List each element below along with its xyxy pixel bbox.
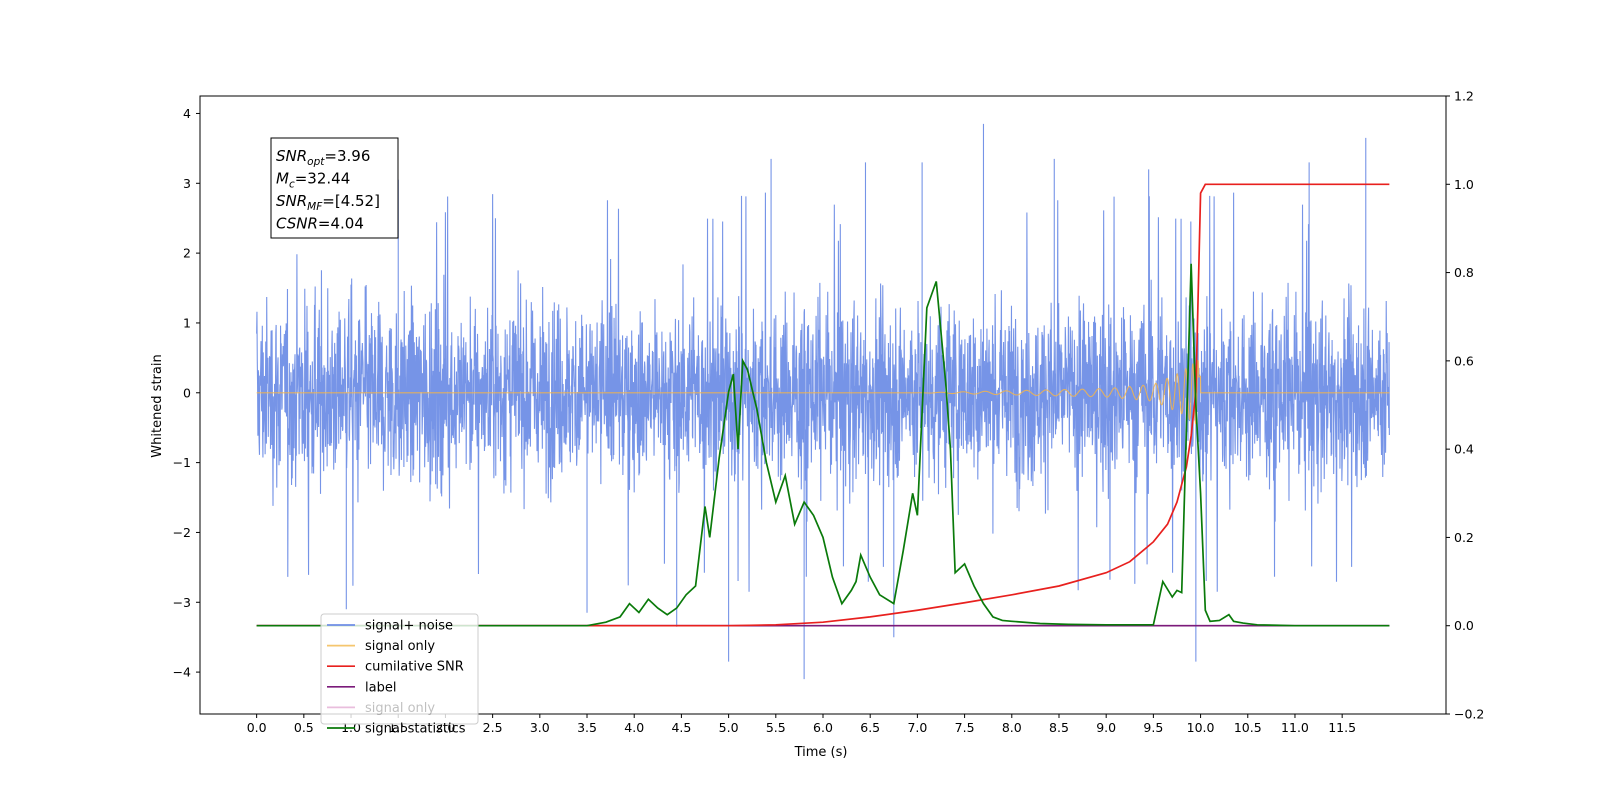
x-axis-label: Time (s) bbox=[794, 745, 848, 760]
legend-label: cumilative SNR bbox=[365, 660, 464, 675]
y2-tick-label: −0.2 bbox=[1454, 707, 1484, 722]
legend-label: signal+ noise bbox=[365, 619, 453, 634]
y-axis-ticks: −4 −3 −2 −1 0 1 2 3 4 bbox=[173, 106, 200, 680]
plot-series-layer bbox=[256, 123, 1390, 680]
annotation-line: Mc=32.44 bbox=[276, 170, 350, 191]
y-tick-label: −3 bbox=[173, 595, 191, 610]
x-tick-label: 6.0 bbox=[813, 720, 833, 735]
legend: signal+ noise signal only cumilative SNR la… bbox=[320, 613, 479, 737]
x-tick-label: 0.0 bbox=[247, 720, 267, 735]
x-tick-label: 9.0 bbox=[1096, 720, 1116, 735]
x-tick-label: 8.0 bbox=[1002, 720, 1022, 735]
y-tick-label: 1 bbox=[183, 315, 191, 330]
y2-tick-label: 0.8 bbox=[1454, 265, 1474, 280]
series-signal-only-line bbox=[256, 359, 1390, 425]
x-tick-label: 3.5 bbox=[577, 720, 597, 735]
series-signal-statistics-line bbox=[256, 263, 1390, 627]
y-tick-label: 3 bbox=[183, 176, 191, 191]
y2-axis-ticks: −0.2 0.0 0.2 0.4 0.6 0.8 1.0 1.2 bbox=[1446, 89, 1484, 722]
x-tick-label: 2.5 bbox=[483, 720, 503, 735]
x-tick-label: 7.5 bbox=[955, 720, 975, 735]
y2-tick-label: 1.2 bbox=[1454, 89, 1474, 104]
x-tick-label: 6.5 bbox=[860, 720, 880, 735]
x-tick-label: 3.0 bbox=[530, 720, 550, 735]
x-tick-label: 5.5 bbox=[766, 720, 786, 735]
y-tick-label: 0 bbox=[183, 385, 191, 400]
legend-label: label bbox=[365, 680, 396, 695]
annotation-frame bbox=[270, 137, 399, 239]
annotation-line: SNRMF=[4.52] bbox=[276, 192, 380, 213]
legend-label: signal only bbox=[365, 639, 435, 654]
y2-tick-label: 0.6 bbox=[1454, 353, 1474, 368]
legend-label: signal statistics bbox=[365, 722, 466, 737]
series-cumulative-snr-line bbox=[256, 183, 1390, 627]
x-tick-label: 7.0 bbox=[907, 720, 927, 735]
x-tick-label: 0.5 bbox=[294, 720, 314, 735]
y2-tick-label: 0.4 bbox=[1454, 442, 1474, 457]
x-tick-label: 10.5 bbox=[1234, 720, 1262, 735]
annotation-line: SNRopt=3.96 bbox=[276, 147, 370, 168]
x-tick-label: 4.5 bbox=[671, 720, 691, 735]
x-tick-label: 10.0 bbox=[1187, 720, 1215, 735]
annotation-line: CSNR=4.04 bbox=[276, 215, 364, 233]
y-tick-label: 4 bbox=[183, 106, 191, 121]
x-tick-label: 11.0 bbox=[1281, 720, 1309, 735]
legend-label: signal only bbox=[365, 701, 435, 716]
x-tick-label: 4.0 bbox=[624, 720, 644, 735]
y-tick-label: 2 bbox=[183, 246, 191, 261]
y2-tick-label: 1.0 bbox=[1454, 177, 1474, 192]
legend-frame bbox=[320, 613, 479, 725]
y-tick-label: −1 bbox=[173, 455, 191, 470]
x-tick-label: 11.5 bbox=[1328, 720, 1356, 735]
x-tick-label: 9.5 bbox=[1143, 720, 1163, 735]
x-tick-label: 5.0 bbox=[719, 720, 739, 735]
y-axis-label: Whitened strain bbox=[150, 354, 165, 457]
x-tick-label: 8.5 bbox=[1049, 720, 1069, 735]
y-tick-label: −2 bbox=[173, 525, 191, 540]
series-signal-noise-line bbox=[256, 123, 1390, 680]
y2-tick-label: 0.2 bbox=[1454, 530, 1474, 545]
y-tick-label: −4 bbox=[173, 665, 191, 680]
y2-tick-label: 0.0 bbox=[1454, 618, 1474, 633]
